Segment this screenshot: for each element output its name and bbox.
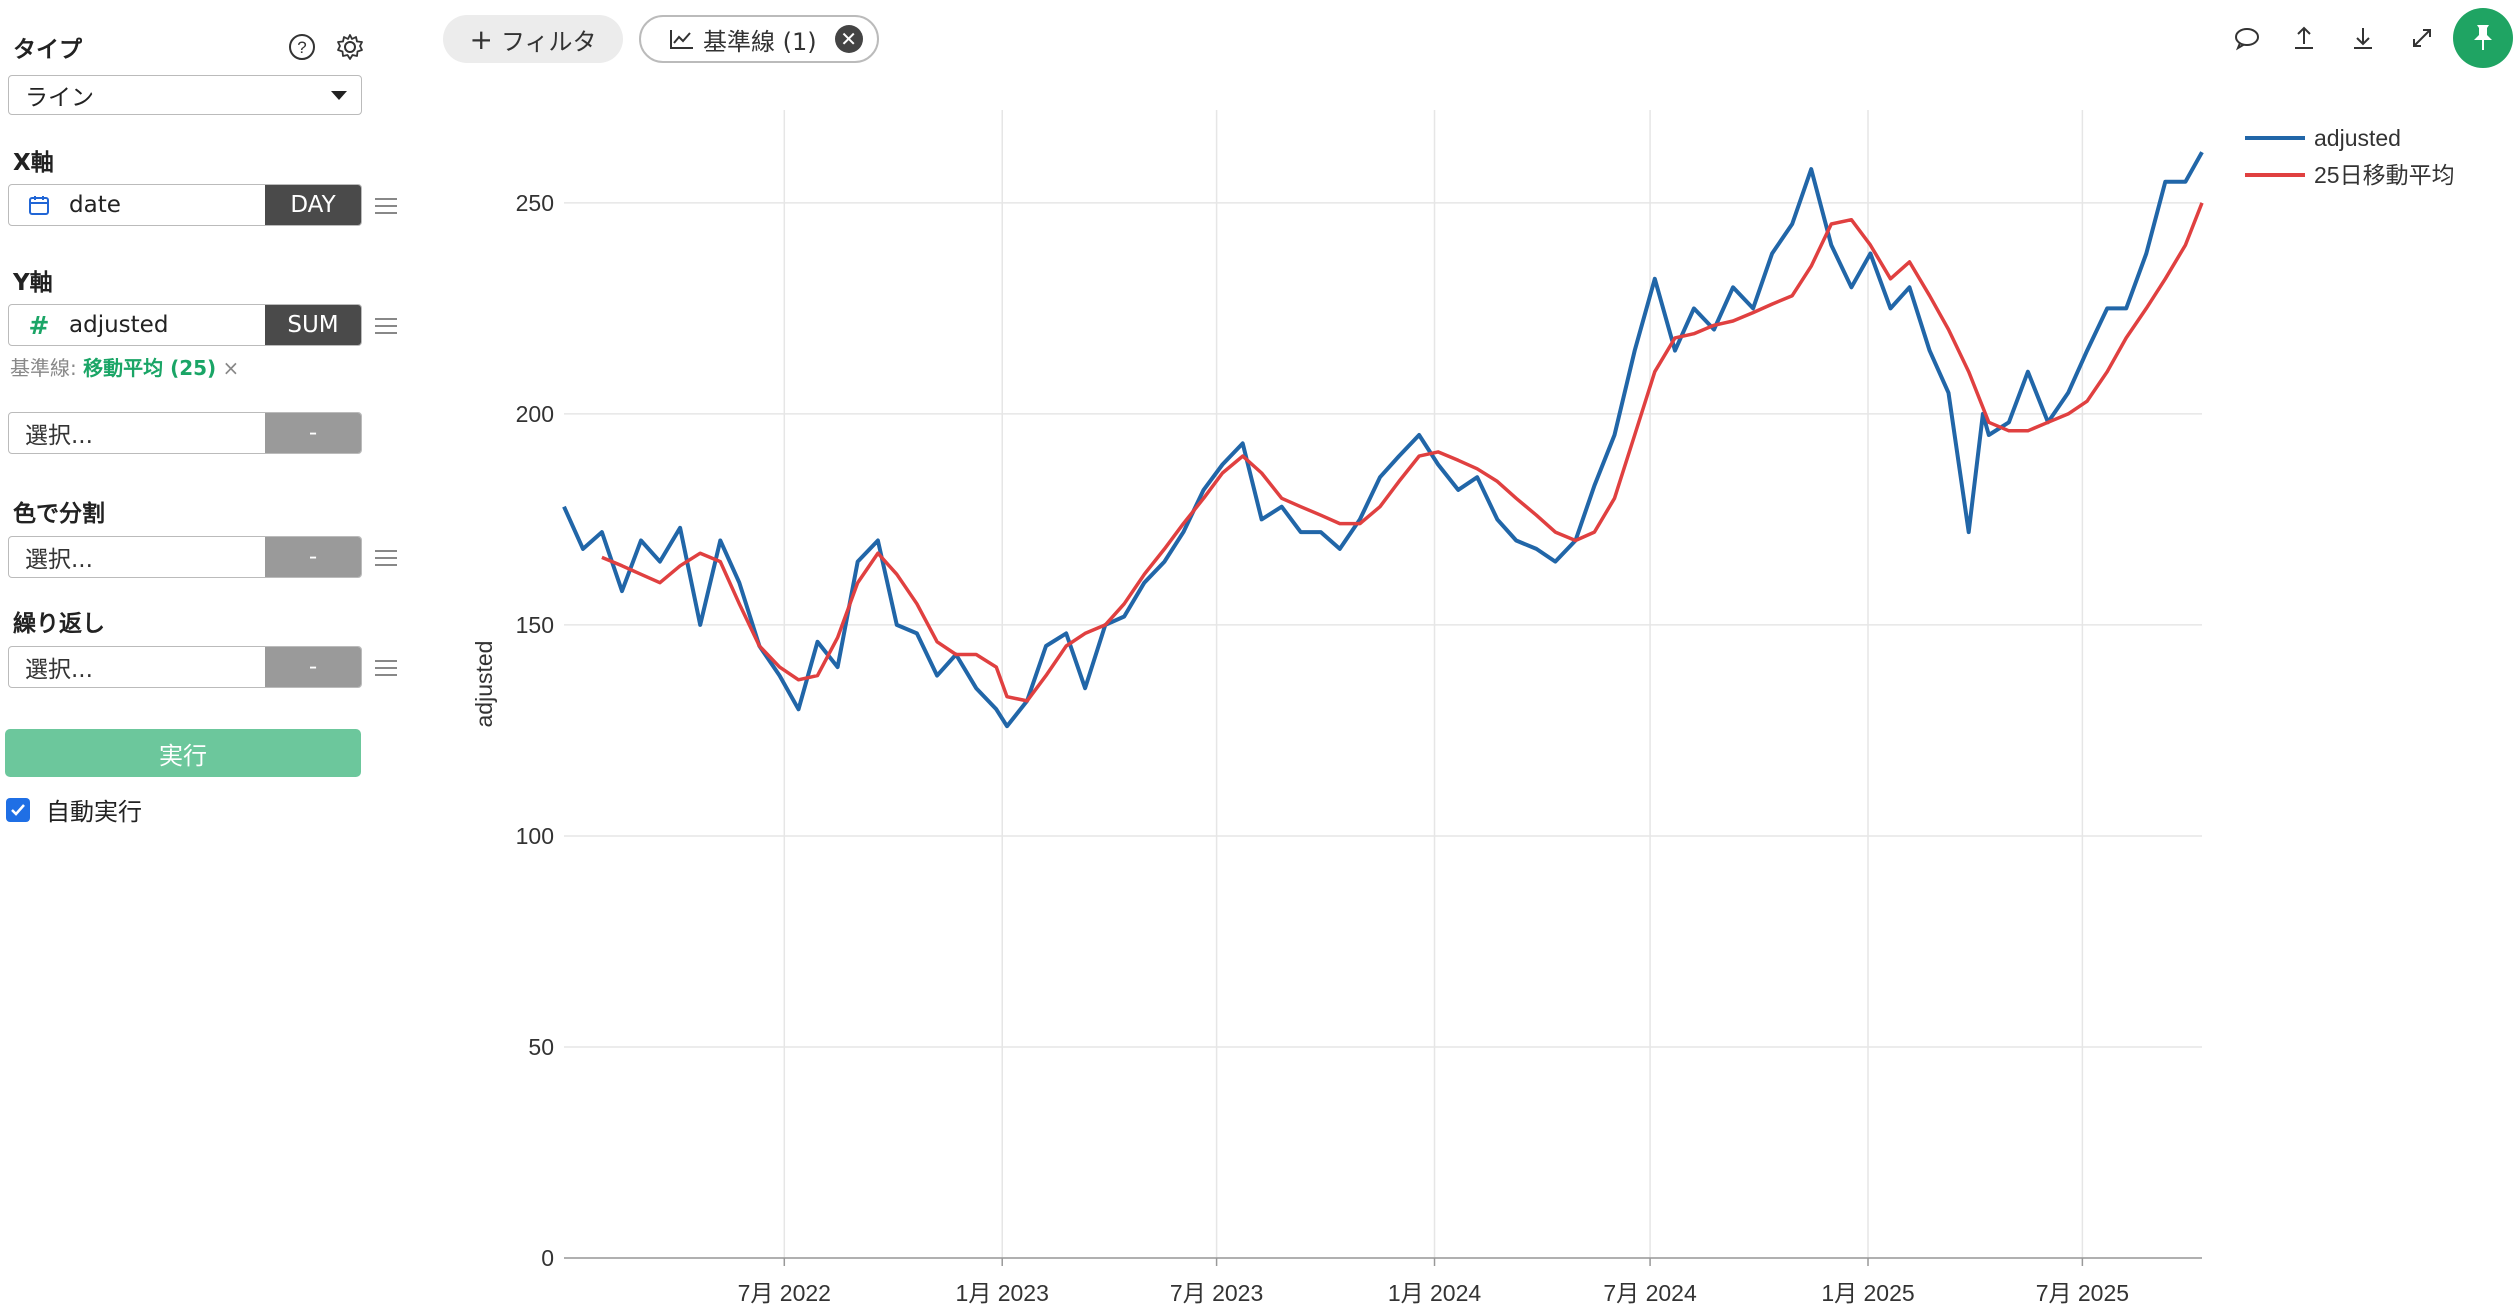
y-aggregation-button[interactable]: SUM <box>265 305 361 345</box>
baseline-remove-icon[interactable]: × <box>222 356 240 380</box>
x-axis-field[interactable]: date DAY <box>8 184 362 226</box>
y-tick-label: 100 <box>516 823 554 849</box>
x-aggregation-button[interactable]: DAY <box>265 185 361 225</box>
plus-icon: + <box>469 22 493 56</box>
x-field-name: date <box>69 192 121 218</box>
chart-type-select[interactable]: ライン <box>8 75 362 115</box>
pin-icon <box>2474 25 2492 50</box>
repeat-drag-handle-icon[interactable] <box>375 655 397 681</box>
y-axis-title: adjusted <box>471 641 497 728</box>
auto-run-row: 自動実行 <box>6 792 142 827</box>
chevron-down-icon <box>331 90 347 100</box>
y-axis-label: Y軸 <box>13 270 53 296</box>
line-chart-icon <box>669 28 695 50</box>
x-axis-label: X軸 <box>13 150 54 176</box>
expand-icon[interactable] <box>2404 20 2440 56</box>
x-tick-label: 7月 2023 <box>1170 1280 1263 1306</box>
comment-icon[interactable] <box>2229 20 2265 56</box>
calendar-icon <box>9 194 69 216</box>
help-icon[interactable]: ? <box>286 31 318 63</box>
x-tick-label: 7月 2024 <box>1603 1280 1697 1306</box>
run-button[interactable]: 実行 <box>5 729 361 777</box>
y-tick-label: 200 <box>516 401 554 427</box>
baseline-chip-label: 基準線 (1) <box>703 27 817 56</box>
close-icon[interactable]: ✕ <box>834 25 863 53</box>
auto-run-label: 自動実行 <box>46 798 142 826</box>
baseline-value-link[interactable]: 移動平均 (25) <box>83 356 217 380</box>
settings-panel: タイプ ? ライン X軸 date DAY Y軸 # adjusted SUM … <box>0 0 415 1316</box>
x-tick-label: 7月 2022 <box>738 1280 831 1306</box>
x-drag-handle-icon[interactable] <box>375 193 397 219</box>
filter-label: フィルタ <box>500 27 597 56</box>
repeat-placeholder: 選択... <box>25 657 93 683</box>
baseline-prefix: 基準線: <box>10 356 77 380</box>
baseline-info: 基準線: 移動平均 (25) × <box>10 352 239 381</box>
extra-aggregation-button[interactable]: - <box>265 413 361 453</box>
baseline-chip[interactable]: 基準線 (1) ✕ <box>639 15 879 63</box>
legend-label: 25日移動平均 <box>2314 162 2455 188</box>
y-tick-label: 250 <box>516 190 554 216</box>
svg-text:?: ? <box>297 38 306 57</box>
y-tick-label: 150 <box>516 612 554 638</box>
chart-type-value: ライン <box>25 85 94 111</box>
x-tick-label: 7月 2025 <box>2036 1280 2129 1306</box>
repeat-select[interactable]: 選択... - <box>8 646 362 688</box>
y-tick-label: 50 <box>528 1034 554 1060</box>
type-label: タイプ <box>13 37 82 63</box>
series-line-moving-average <box>601 202 2204 703</box>
color-aggregation-button[interactable]: - <box>265 537 361 577</box>
gear-icon[interactable] <box>334 31 366 63</box>
upload-icon[interactable] <box>2286 20 2322 56</box>
color-split-label: 色で分割 <box>13 501 105 527</box>
series-line-adjusted <box>562 151 2204 729</box>
repeat-aggregation-button[interactable]: - <box>265 647 361 687</box>
hash-icon: # <box>28 310 50 340</box>
auto-run-checkbox[interactable] <box>6 797 30 822</box>
download-icon[interactable] <box>2345 20 2381 56</box>
x-tick-label: 1月 2024 <box>1388 1280 1482 1306</box>
color-split-select[interactable]: 選択... - <box>8 536 362 578</box>
color-drag-handle-icon[interactable] <box>375 545 397 571</box>
x-tick-label: 1月 2023 <box>956 1280 1049 1306</box>
color-split-placeholder: 選択... <box>25 547 93 573</box>
y-tick-label: 0 <box>541 1245 554 1271</box>
y-field-name: adjusted <box>69 312 169 338</box>
y-drag-handle-icon[interactable] <box>375 313 397 339</box>
y-axis-field[interactable]: # adjusted SUM <box>8 304 362 346</box>
x-tick-label: 1月 2025 <box>1821 1280 1914 1306</box>
extra-field-placeholder: 選択... <box>25 423 93 449</box>
legend-label: adjusted <box>2314 125 2401 151</box>
repeat-label: 繰り返し <box>13 611 105 637</box>
add-filter-button[interactable]: + フィルタ <box>443 15 623 63</box>
pin-button[interactable] <box>2453 8 2513 68</box>
extra-field-select[interactable]: 選択... - <box>8 412 362 454</box>
